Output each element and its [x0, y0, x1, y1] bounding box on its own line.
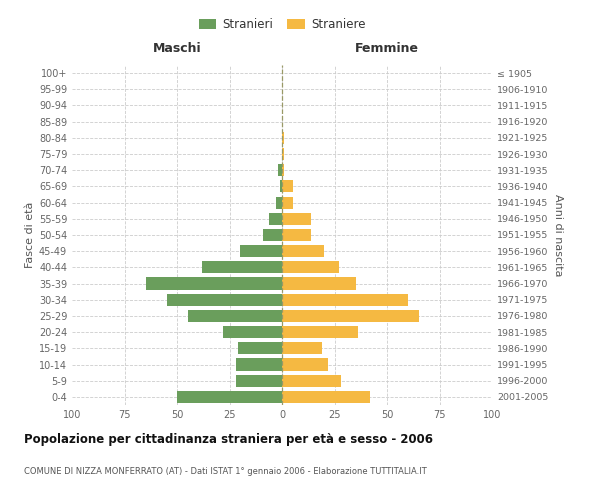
- Bar: [282, 358, 328, 370]
- Bar: [167, 294, 282, 306]
- Text: Maschi: Maschi: [152, 42, 202, 56]
- Text: Popolazione per cittadinanza straniera per età e sesso - 2006: Popolazione per cittadinanza straniera p…: [24, 432, 433, 446]
- Bar: [146, 278, 282, 289]
- Bar: [223, 326, 282, 338]
- Bar: [276, 196, 282, 208]
- Bar: [236, 374, 282, 387]
- Bar: [282, 212, 311, 225]
- Bar: [282, 391, 370, 403]
- Bar: [282, 180, 293, 192]
- Text: Femmine: Femmine: [355, 42, 419, 56]
- Bar: [187, 310, 282, 322]
- Bar: [236, 358, 282, 370]
- Text: COMUNE DI NIZZA MONFERRATO (AT) - Dati ISTAT 1° gennaio 2006 - Elaborazione TUTT: COMUNE DI NIZZA MONFERRATO (AT) - Dati I…: [24, 468, 427, 476]
- Bar: [278, 164, 282, 176]
- Bar: [240, 245, 282, 258]
- Bar: [282, 262, 338, 274]
- Bar: [282, 374, 341, 387]
- Bar: [282, 132, 284, 144]
- Y-axis label: Anni di nascita: Anni di nascita: [553, 194, 563, 276]
- Bar: [282, 164, 284, 176]
- Bar: [202, 262, 282, 274]
- Bar: [280, 180, 282, 192]
- Legend: Stranieri, Straniere: Stranieri, Straniere: [199, 18, 365, 31]
- Bar: [238, 342, 282, 354]
- Bar: [282, 229, 311, 241]
- Bar: [282, 245, 324, 258]
- Bar: [282, 310, 419, 322]
- Bar: [263, 229, 282, 241]
- Y-axis label: Fasce di età: Fasce di età: [25, 202, 35, 268]
- Bar: [282, 148, 284, 160]
- Bar: [282, 278, 355, 289]
- Bar: [282, 342, 322, 354]
- Bar: [269, 212, 282, 225]
- Bar: [282, 294, 408, 306]
- Bar: [282, 326, 358, 338]
- Bar: [282, 196, 293, 208]
- Bar: [177, 391, 282, 403]
